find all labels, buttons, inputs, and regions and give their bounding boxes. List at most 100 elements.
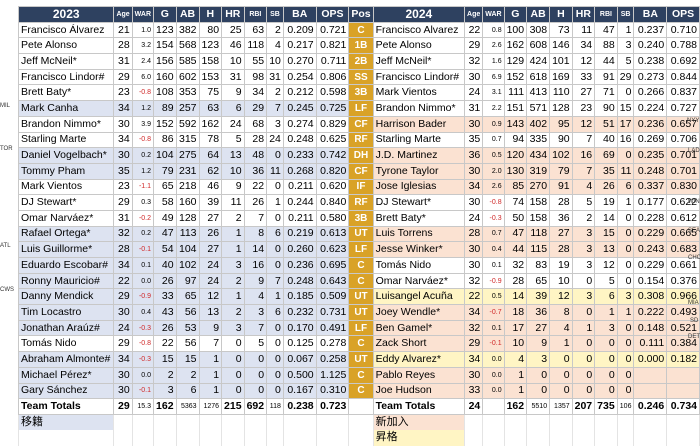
- cell-2023-rbi[interactable]: 3: [243, 304, 268, 321]
- cell-2023-war[interactable]: 3.9: [131, 115, 155, 133]
- cell-2024-ab[interactable]: 434: [526, 147, 551, 164]
- cell-2024-player-name[interactable]: Francisco Lindor#: [372, 68, 466, 86]
- cell-2023-ab[interactable]: 585: [175, 53, 200, 70]
- cell-2024-war[interactable]: -0.1: [482, 335, 505, 353]
- cell-2024-war[interactable]: -0.8: [482, 194, 505, 211]
- cell-2023-player-name[interactable]: DJ Stewart*: [17, 194, 115, 211]
- cell-2023-hr[interactable]: 13: [221, 147, 245, 164]
- cell-2024-h[interactable]: 79: [549, 162, 573, 180]
- cell-2023-player-name[interactable]: Francisco Lindor#: [17, 68, 115, 86]
- cell-2024-sb[interactable]: 11: [616, 162, 635, 180]
- cell-2023-age[interactable]: 22: [113, 272, 133, 290]
- cell-2024-ba[interactable]: 0.224: [633, 100, 668, 117]
- cell-2023-h[interactable]: 64: [198, 147, 223, 164]
- cell-2023-sb[interactable]: 0: [266, 257, 284, 274]
- cell-2024-sb[interactable]: 1: [616, 304, 635, 321]
- cell-2024-h[interactable]: 10: [549, 272, 573, 290]
- cell-2023-ops[interactable]: 0.580: [315, 209, 350, 227]
- total-2023-hr[interactable]: 215: [221, 398, 245, 415]
- cell-2023-rbi[interactable]: 8: [243, 225, 268, 243]
- cell-2023-ab[interactable]: 315: [175, 131, 200, 149]
- ops-header[interactable]: OPS: [666, 6, 700, 23]
- cell-2024-ab[interactable]: 413: [526, 84, 551, 102]
- cell-2023-ops[interactable]: 0.620: [315, 178, 350, 196]
- cell-2024-rbi[interactable]: 13: [594, 241, 618, 258]
- cell-2023-ba[interactable]: 0.260: [282, 241, 317, 258]
- cell-2023-ab[interactable]: 2: [175, 366, 200, 384]
- cell-2023-war[interactable]: 1.0: [131, 21, 155, 39]
- cell-2023-ba[interactable]: 0.217: [282, 37, 317, 55]
- cell-2024-hr[interactable]: 3: [571, 225, 596, 243]
- cell-2024-age[interactable]: 35: [464, 131, 484, 149]
- cell-2024-hr[interactable]: 3: [571, 288, 596, 306]
- cell-2023-rbi[interactable]: 7: [243, 209, 268, 227]
- cell-2024-age[interactable]: 30: [464, 162, 484, 180]
- cell-2024-player-name[interactable]: Tyrone Taylor: [372, 162, 466, 180]
- cell-2023-war[interactable]: 0.1: [131, 257, 155, 274]
- cell-2023-ab[interactable]: 56: [175, 304, 200, 321]
- cell-2023-ops[interactable]: 1.125: [315, 366, 350, 384]
- cell-2023-h[interactable]: 1: [198, 366, 223, 384]
- cell-2023-age[interactable]: 29: [113, 335, 133, 353]
- cell-2023-sb[interactable]: 6: [266, 304, 284, 321]
- cell-2023-age[interactable]: 29: [113, 194, 133, 211]
- cell-2024-ba[interactable]: 0.236: [633, 115, 668, 133]
- cell-2024-hr[interactable]: 2: [571, 209, 596, 227]
- cell-2024-sb[interactable]: 0: [616, 319, 635, 337]
- cell-2024-ab[interactable]: 608: [526, 37, 551, 55]
- cell-2024-war[interactable]: 2.6: [482, 178, 505, 196]
- cell-2023-ba[interactable]: 0.254: [282, 68, 317, 86]
- cell-2024-g[interactable]: 1: [503, 366, 528, 384]
- cell-2023-sb[interactable]: 10: [266, 53, 284, 70]
- cell-2023-ops[interactable]: 0.598: [315, 84, 350, 102]
- cell-2023-g[interactable]: 49: [153, 209, 177, 227]
- cell-2023-rbi[interactable]: 4: [243, 288, 268, 306]
- cell-2024-rbi[interactable]: 6: [594, 288, 618, 306]
- cell-2024-sb[interactable]: 0: [616, 272, 635, 290]
- cell-2023-player-name[interactable]: Pete Alonso: [17, 37, 115, 55]
- cell-2023-ab[interactable]: 65: [175, 288, 200, 306]
- cell-2023-hr[interactable]: 0: [221, 366, 245, 384]
- cell-2023-war[interactable]: 1.2: [131, 100, 155, 117]
- cell-2023-hr[interactable]: 1: [221, 241, 245, 258]
- cell-2024-ops[interactable]: 0.661: [666, 257, 700, 274]
- cell-2023-rbi[interactable]: 0: [243, 366, 268, 384]
- cell-2023-sb[interactable]: 0: [266, 241, 284, 258]
- cell-2024-h[interactable]: 169: [549, 68, 573, 86]
- cell-2023-g[interactable]: 160: [153, 68, 177, 86]
- cell-2023-hr[interactable]: 0: [221, 351, 245, 368]
- total-2024-hr[interactable]: 207: [571, 398, 596, 415]
- cell-2024-ba[interactable]: 0.229: [633, 225, 668, 243]
- cell-2023-ab[interactable]: 160: [175, 194, 200, 211]
- cell-2023-g[interactable]: 104: [153, 147, 177, 164]
- cell-2023-hr[interactable]: 10: [221, 53, 245, 70]
- cell-2024-war[interactable]: 0.1: [482, 257, 505, 274]
- cell-2024-player-name[interactable]: Pete Alonso: [372, 37, 466, 55]
- rbi-header[interactable]: RBI: [243, 6, 268, 23]
- cell-2024-sb[interactable]: 0: [616, 351, 635, 368]
- cell-2024-ba[interactable]: 0.266: [633, 84, 668, 102]
- cell-2024-ops[interactable]: 0.844: [666, 68, 700, 86]
- cell-2024-player-name[interactable]: Tomás Nido: [372, 257, 466, 274]
- cell-2024-g[interactable]: 85: [503, 178, 528, 196]
- cell-2023-hr[interactable]: 25: [221, 21, 245, 39]
- cell-2024-age[interactable]: 29: [464, 335, 484, 353]
- cell-2024-g[interactable]: 94: [503, 131, 528, 149]
- cell-2024-g[interactable]: 28: [503, 272, 528, 290]
- cell-2024-war[interactable]: 3.1: [482, 84, 505, 102]
- total-2024-g[interactable]: 162: [503, 398, 528, 415]
- cell-2023-hr[interactable]: 6: [221, 100, 245, 117]
- cell-2024-hr[interactable]: 1: [571, 319, 596, 337]
- cell-2024-player-name[interactable]: Jose Iglesias: [372, 178, 466, 196]
- cell-2023-age[interactable]: 34: [113, 257, 133, 274]
- cell-2024-ab[interactable]: 0: [526, 366, 551, 384]
- cell-2023-h[interactable]: 27: [198, 209, 223, 227]
- cell-2024-player-name[interactable]: Eddy Alvarez*: [372, 351, 466, 368]
- cell-2024-ab[interactable]: 571: [526, 100, 551, 117]
- cell-2024-ba[interactable]: 0.148: [633, 319, 668, 337]
- cell-2024-age[interactable]: 30: [464, 241, 484, 258]
- cell-2023-h[interactable]: 27: [198, 241, 223, 258]
- cell-2024-age[interactable]: 34: [464, 351, 484, 368]
- cell-2024-ops[interactable]: 0.701: [666, 147, 700, 164]
- cell-2023-rbi[interactable]: 22: [243, 178, 268, 196]
